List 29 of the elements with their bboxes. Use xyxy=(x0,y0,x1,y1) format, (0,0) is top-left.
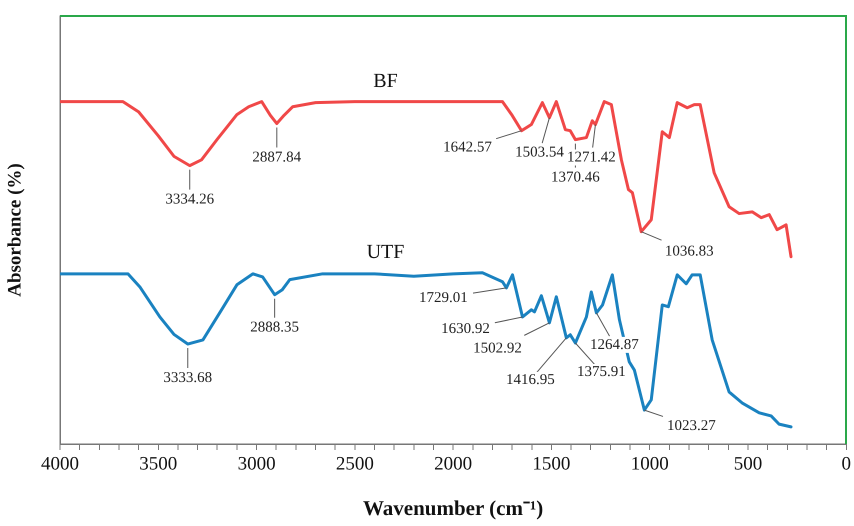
annotation: 1023.27 xyxy=(667,418,716,434)
x-tick-label: 3500 xyxy=(139,453,178,474)
annotation: 2888.35 xyxy=(250,320,300,336)
annotation: 1416.95 xyxy=(506,372,555,388)
series-label: BF xyxy=(373,70,398,92)
x-tick-label: 0 xyxy=(842,453,851,474)
annotation: 1502.92 xyxy=(473,340,522,357)
x-tick-label: 2500 xyxy=(336,453,374,474)
annotation: 1630.92 xyxy=(441,320,490,337)
annotation: 2887.84 xyxy=(252,149,302,166)
x-tick-label: 2000 xyxy=(434,453,472,474)
annotation: 1264.87 xyxy=(590,336,640,353)
annotation: 1375.91 xyxy=(577,364,626,380)
x-axis-title: Wavenumber (cm⁻¹) xyxy=(362,496,544,520)
annotation: 1370.46 xyxy=(551,170,600,186)
x-tick-label: 1000 xyxy=(630,453,669,474)
annotation: 1271.42 xyxy=(567,149,616,166)
y-axis-title: Absorbance (%) xyxy=(4,163,26,297)
series-label: UTF xyxy=(366,241,404,264)
annotation: 1036.83 xyxy=(664,244,714,260)
annotation: 1729.01 xyxy=(419,290,468,306)
annotation: 3333.68 xyxy=(163,370,212,386)
annotation: 1642.57 xyxy=(443,140,492,156)
x-tick-label: 3000 xyxy=(238,453,276,474)
x-tick-label: 4000 xyxy=(41,453,79,474)
x-tick-label: 1500 xyxy=(532,453,570,474)
annotation: 3334.26 xyxy=(165,192,215,208)
x-tick-label: 500 xyxy=(734,453,762,474)
annotation: 1503.54 xyxy=(515,144,564,161)
